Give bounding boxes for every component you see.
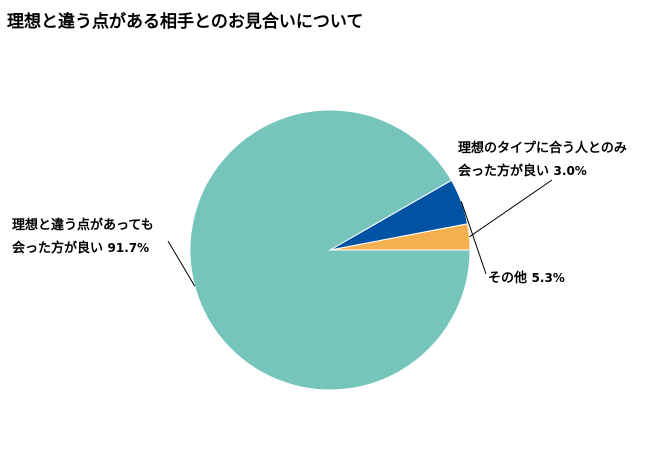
slice-label: 理想のタイプに合う人とのみ会った方が良い 3.0% — [458, 140, 627, 179]
slice-labels: 理想のタイプに合う人とのみ会った方が良い 3.0% その他 5.3% 理想と違う点が… — [12, 140, 627, 286]
slice-value-label: 91.7% — [108, 241, 150, 255]
slice-label-line: 会った方が良い 91.7% — [12, 240, 149, 256]
leader-line — [460, 201, 487, 275]
slice-label-line: その他 5.3% — [488, 270, 565, 286]
leader-line — [167, 240, 196, 287]
slice-value-label: 5.3% — [532, 271, 565, 285]
leader-line — [469, 179, 553, 238]
slice-label: 理想と違う点があっても会った方が良い 91.7% — [12, 217, 154, 256]
slice-label-line: 理想と違う点があっても — [12, 217, 154, 233]
slice-meet-anyway — [189, 109, 471, 391]
leader-lines — [167, 179, 553, 287]
slice-label-line: 理想のタイプに合う人とのみ — [458, 140, 627, 156]
slice-label-line: 会った方が良い 3.0% — [458, 163, 587, 179]
slice-label: その他 5.3% — [488, 270, 565, 286]
slice-value-label: 3.0% — [554, 164, 587, 178]
pie-slices — [189, 109, 471, 391]
chart-title: 理想と違う点がある相手とのお見合いについて — [7, 12, 364, 32]
